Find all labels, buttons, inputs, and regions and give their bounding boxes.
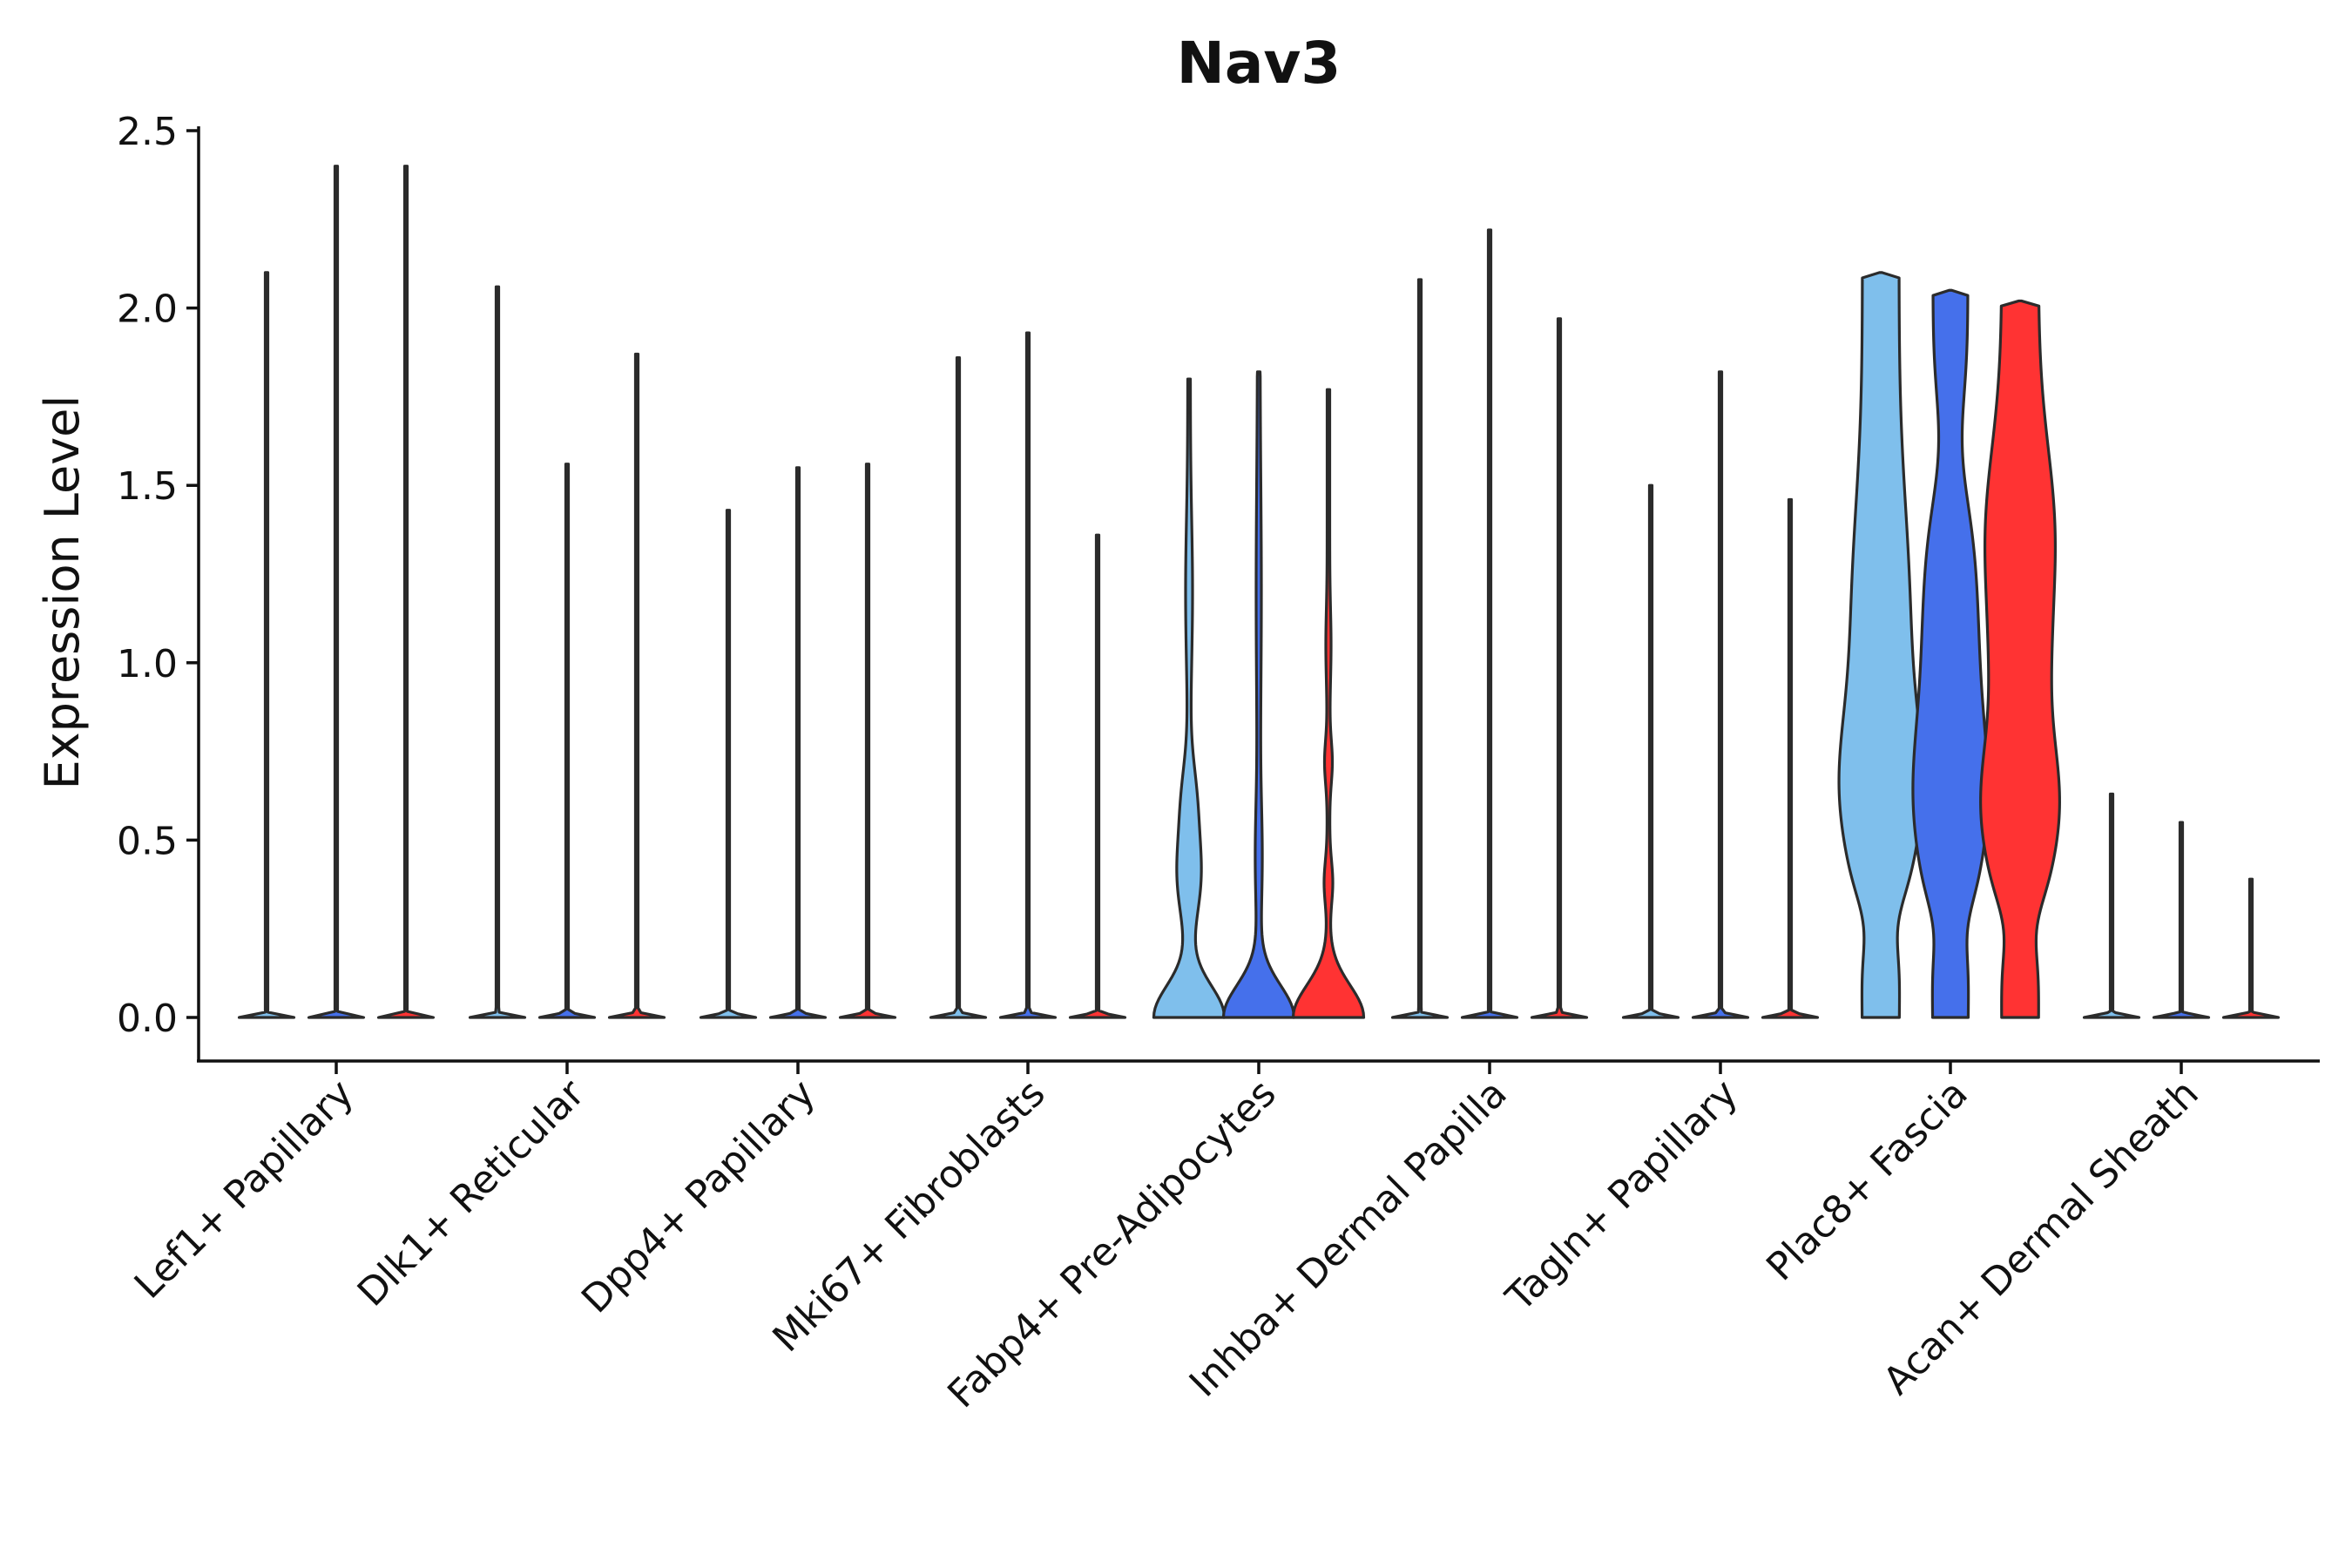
violin-4-1: [929, 356, 988, 1019]
violin-2-2: [537, 463, 597, 1019]
violin-7-1: [1621, 483, 1680, 1019]
x-tick-label: Plac8+ Fascia: [1758, 1071, 1977, 1290]
violin-layer: [237, 165, 2281, 1019]
y-axis-label: Expression Level: [35, 395, 90, 790]
violin-7-3: [1761, 497, 1820, 1019]
x-tick-label: Dpp4+ Papillary: [573, 1071, 824, 1322]
x-tick-label: Dlk1+ Reticular: [349, 1071, 594, 1315]
violin-5-2: [1221, 370, 1296, 1019]
violin-2-3: [607, 352, 666, 1019]
violin-1-2: [307, 165, 366, 1019]
y-tick-label: 1.5: [117, 464, 178, 509]
violin-6-3: [1530, 317, 1589, 1019]
violin-6-2: [1460, 228, 1519, 1019]
violin-4-2: [998, 331, 1058, 1019]
chart-title: Nav3: [1177, 30, 1342, 97]
y-tick-label: 0.5: [117, 819, 178, 863]
violin-8-1: [1837, 271, 1924, 1019]
violin-1-1: [237, 271, 296, 1019]
violin-7-2: [1691, 370, 1750, 1019]
violin-2-1: [468, 285, 527, 1019]
x-tick-label: Tagln+ Papillary: [1497, 1071, 1747, 1321]
x-tick-label: Lef1+ Papillary: [126, 1071, 362, 1308]
y-tick-label: 0.0: [117, 997, 178, 1041]
y-axis-ticks: 0.0 0.5 1.0 1.5 2.0 2.5: [117, 110, 199, 1041]
violin-9-3: [2221, 877, 2281, 1019]
violin-8-3: [1979, 299, 2061, 1019]
y-tick-label: 1.0: [117, 642, 178, 686]
violin-3-2: [768, 466, 828, 1019]
violin-4-3: [1068, 533, 1127, 1019]
violin-9-2: [2152, 821, 2211, 1019]
violin-3-1: [699, 509, 758, 1019]
violin-6-1: [1390, 278, 1450, 1019]
violin-5-3: [1291, 388, 1366, 1019]
violin-1-3: [376, 165, 436, 1019]
y-tick-label: 2.5: [117, 110, 178, 154]
violin-8-2: [1911, 288, 1990, 1019]
violin-3-3: [838, 463, 897, 1019]
y-tick-label: 2.0: [117, 287, 178, 332]
violin-5-1: [1152, 377, 1227, 1019]
violin-9-1: [2082, 792, 2141, 1019]
